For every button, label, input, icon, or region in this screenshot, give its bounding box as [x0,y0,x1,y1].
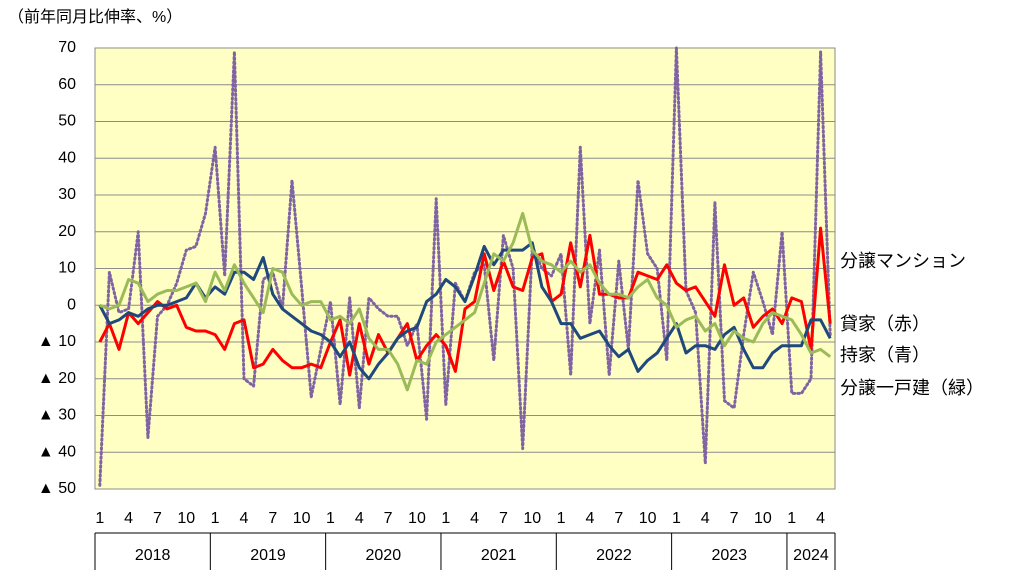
year-label: 2024 [793,547,829,564]
x-tick-label: 4 [470,510,479,527]
x-tick-label: 1 [211,510,220,527]
y-tick-label: 70 [58,39,76,56]
x-tick-label: 4 [701,510,710,527]
x-tick-label: 7 [614,510,623,527]
year-label: 2018 [135,547,171,564]
y-tick-label: 0 [67,296,76,313]
x-tick-label: 1 [326,510,335,527]
year-label: 2023 [711,547,747,564]
x-tick-label: 7 [384,510,393,527]
y-tick-label: 20 [58,223,76,240]
y-tick-label: ▲ 40 [38,443,76,460]
y-tick-label: ▲ 30 [38,407,76,424]
x-tick-label: 4 [355,510,364,527]
series-label: 持家（青） [840,345,930,365]
x-tick-label: 4 [240,510,249,527]
y-tick-label: 40 [58,149,76,166]
year-label: 2021 [481,547,517,564]
x-tick-label: 7 [153,510,162,527]
y-tick-label: 60 [58,76,76,93]
y-tick-label: ▲ 50 [38,480,76,497]
x-tick-label: 7 [268,510,277,527]
x-tick-label: 4 [816,510,825,527]
x-tick-label: 7 [499,510,508,527]
year-label: 2019 [250,547,286,564]
y-unit-label: （前年同月比伸率、%） [8,8,182,26]
x-tick-label: 10 [177,510,195,527]
series-line [99,211,832,392]
y-tick-label: ▲ 20 [38,370,76,387]
series-label: 分譲マンション [840,251,966,271]
x-tick-label: 7 [730,510,739,527]
x-tick-label: 1 [95,510,104,527]
x-tick-label: 10 [639,510,657,527]
series-line [98,226,832,377]
y-tick-label: ▲ 10 [38,333,76,350]
x-tick-label: 10 [293,510,311,527]
year-label: 2022 [596,547,632,564]
series-line [98,241,832,381]
x-tick-label: 4 [585,510,594,527]
x-tick-label: 10 [754,510,772,527]
x-tick-label: 10 [523,510,541,527]
x-tick-label: 1 [557,510,566,527]
series-label: 分譲一戸建（緑） [840,378,984,398]
x-tick-label: 10 [408,510,426,527]
year-label: 2020 [366,547,402,564]
x-tick-label: 1 [672,510,681,527]
x-tick-label: 1 [441,510,450,527]
series-label: 貸家（赤） [840,314,930,334]
x-tick-label: 4 [124,510,133,527]
x-tick-label: 1 [787,510,796,527]
y-tick-label: 50 [58,113,76,130]
y-tick-label: 30 [58,186,76,203]
y-tick-label: 10 [58,260,76,277]
